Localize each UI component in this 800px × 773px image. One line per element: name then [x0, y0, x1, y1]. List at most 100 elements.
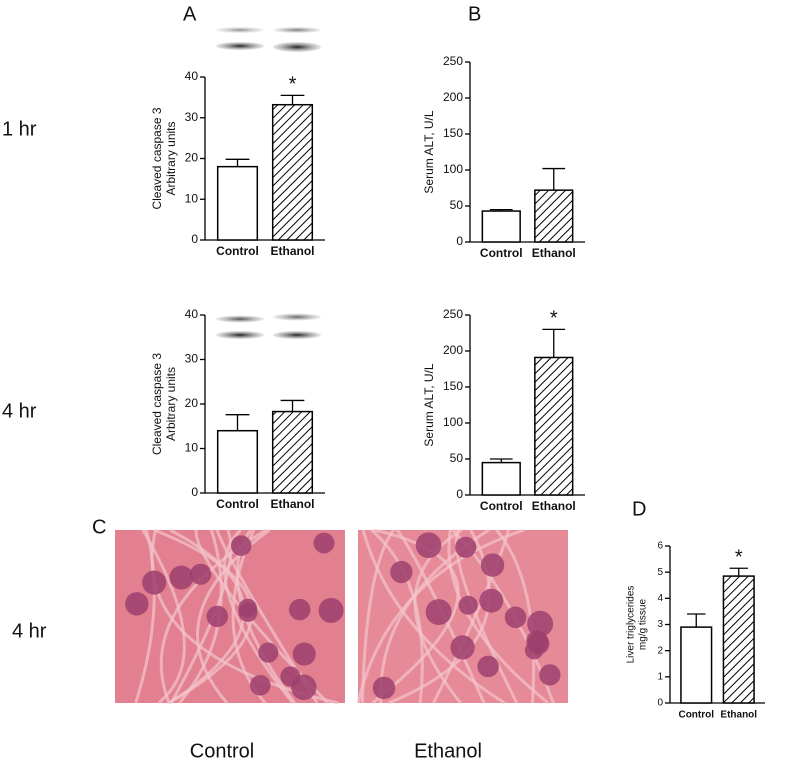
x-tick-label: Control	[216, 497, 259, 511]
y-axis-label: mg/g tissue	[638, 598, 649, 650]
y-tick-label: 6	[657, 541, 663, 552]
y-tick-label: 50	[450, 198, 464, 212]
y-tick-label: 100	[443, 415, 463, 429]
nucleus	[527, 610, 554, 637]
western-blot	[216, 27, 321, 339]
panel-letter: B	[468, 3, 481, 25]
nucleus	[415, 532, 442, 559]
bar	[481, 210, 521, 243]
nucleus	[479, 588, 504, 613]
cell-border	[360, 529, 395, 704]
nucleus	[280, 666, 301, 687]
y-tick-label: 5	[657, 567, 663, 578]
y-tick-label: 10	[185, 441, 199, 455]
nucleus	[258, 642, 279, 663]
y-tick-label: 4	[657, 593, 663, 604]
y-tick-label: 20	[185, 396, 199, 410]
row-label: 4 hr	[12, 620, 47, 642]
x-tick-label: Ethanol	[271, 497, 315, 511]
nucleus	[318, 597, 344, 623]
bar	[481, 461, 521, 496]
panel-letter: D	[632, 498, 646, 520]
nucleus	[125, 592, 149, 616]
x-tick-label: Control	[480, 246, 523, 260]
significance-mark: *	[550, 308, 558, 330]
y-axis-label: Liver triglycerides	[626, 586, 637, 664]
y-tick-label: 2	[657, 645, 663, 656]
cell-border	[447, 529, 550, 705]
bar	[534, 356, 574, 496]
y-tick-label: 150	[443, 126, 463, 140]
cell-border	[395, 529, 486, 704]
nucleus	[230, 535, 252, 556]
y-axis-label: Serum ALT, U/L	[422, 363, 436, 446]
nucleus	[480, 553, 505, 577]
y-tick-label: 0	[456, 487, 463, 501]
y-tick-label: 150	[443, 379, 463, 393]
y-tick-label: 10	[185, 191, 199, 205]
x-tick-label: Ethanol	[532, 499, 576, 513]
y-tick-label: 3	[657, 619, 663, 630]
x-tick-label: Ethanol	[532, 246, 576, 260]
y-tick-label: 20	[185, 151, 199, 165]
nucleus	[169, 565, 194, 590]
y-tick-label: 0	[657, 698, 663, 709]
y-tick-label: 0	[456, 234, 463, 248]
bar	[216, 165, 259, 241]
cell-border	[370, 528, 424, 704]
bar	[722, 575, 755, 704]
nucleus	[313, 532, 335, 554]
nucleus	[142, 570, 167, 595]
bar	[271, 410, 314, 494]
nucleus	[190, 563, 212, 585]
y-tick-label: 250	[443, 307, 463, 321]
significance-mark: *	[289, 74, 297, 96]
panel-letter: C	[92, 516, 106, 538]
row-label: 4 hr	[2, 400, 37, 422]
y-axis-label: Cleaved caspase 3	[150, 353, 164, 455]
nucleus	[206, 605, 229, 628]
x-tick-label: Ethanol	[271, 244, 315, 258]
y-axis-label: Arbitrary units	[164, 367, 178, 441]
cell-border	[454, 529, 519, 704]
y-axis-label: Cleaved caspase 3	[150, 107, 164, 209]
cell-border	[495, 529, 536, 704]
y-tick-label: 0	[191, 485, 198, 499]
y-tick-label: 1	[657, 671, 663, 682]
bar	[534, 189, 574, 243]
nucleus	[504, 606, 527, 629]
cell-border	[134, 529, 156, 704]
cell-border	[222, 528, 294, 704]
x-tick-label: Ethanol	[720, 710, 757, 721]
y-axis-label: Arbitrary units	[164, 121, 178, 195]
y-axis-label: Serum ALT, U/L	[422, 110, 436, 193]
nucleus	[539, 664, 561, 686]
nucleus	[425, 599, 452, 625]
histology-images	[115, 528, 568, 705]
y-tick-label: 40	[185, 307, 199, 321]
x-tick-label: Control	[216, 244, 259, 258]
y-tick-label: 0	[191, 232, 198, 246]
significance-mark: *	[735, 547, 743, 569]
y-tick-label: 50	[450, 451, 464, 465]
x-tick-label: Control	[480, 499, 523, 513]
y-tick-label: 100	[443, 162, 463, 176]
x-tick-label: Control	[678, 710, 714, 721]
nucleus	[455, 536, 477, 558]
y-tick-label: 250	[443, 54, 463, 68]
nucleus	[450, 635, 475, 660]
y-tick-label: 30	[185, 110, 199, 124]
bar	[271, 103, 314, 241]
nucleus	[372, 676, 396, 700]
nucleus	[249, 674, 271, 696]
image-caption: Ethanol	[414, 740, 482, 762]
y-tick-label: 200	[443, 343, 463, 357]
nucleus	[238, 602, 258, 622]
bar	[680, 626, 713, 704]
cell-border	[141, 529, 186, 705]
nucleus	[458, 595, 478, 615]
image-caption: Control	[190, 740, 254, 762]
y-tick-label: 40	[185, 69, 199, 83]
y-tick-label: 30	[185, 352, 199, 366]
